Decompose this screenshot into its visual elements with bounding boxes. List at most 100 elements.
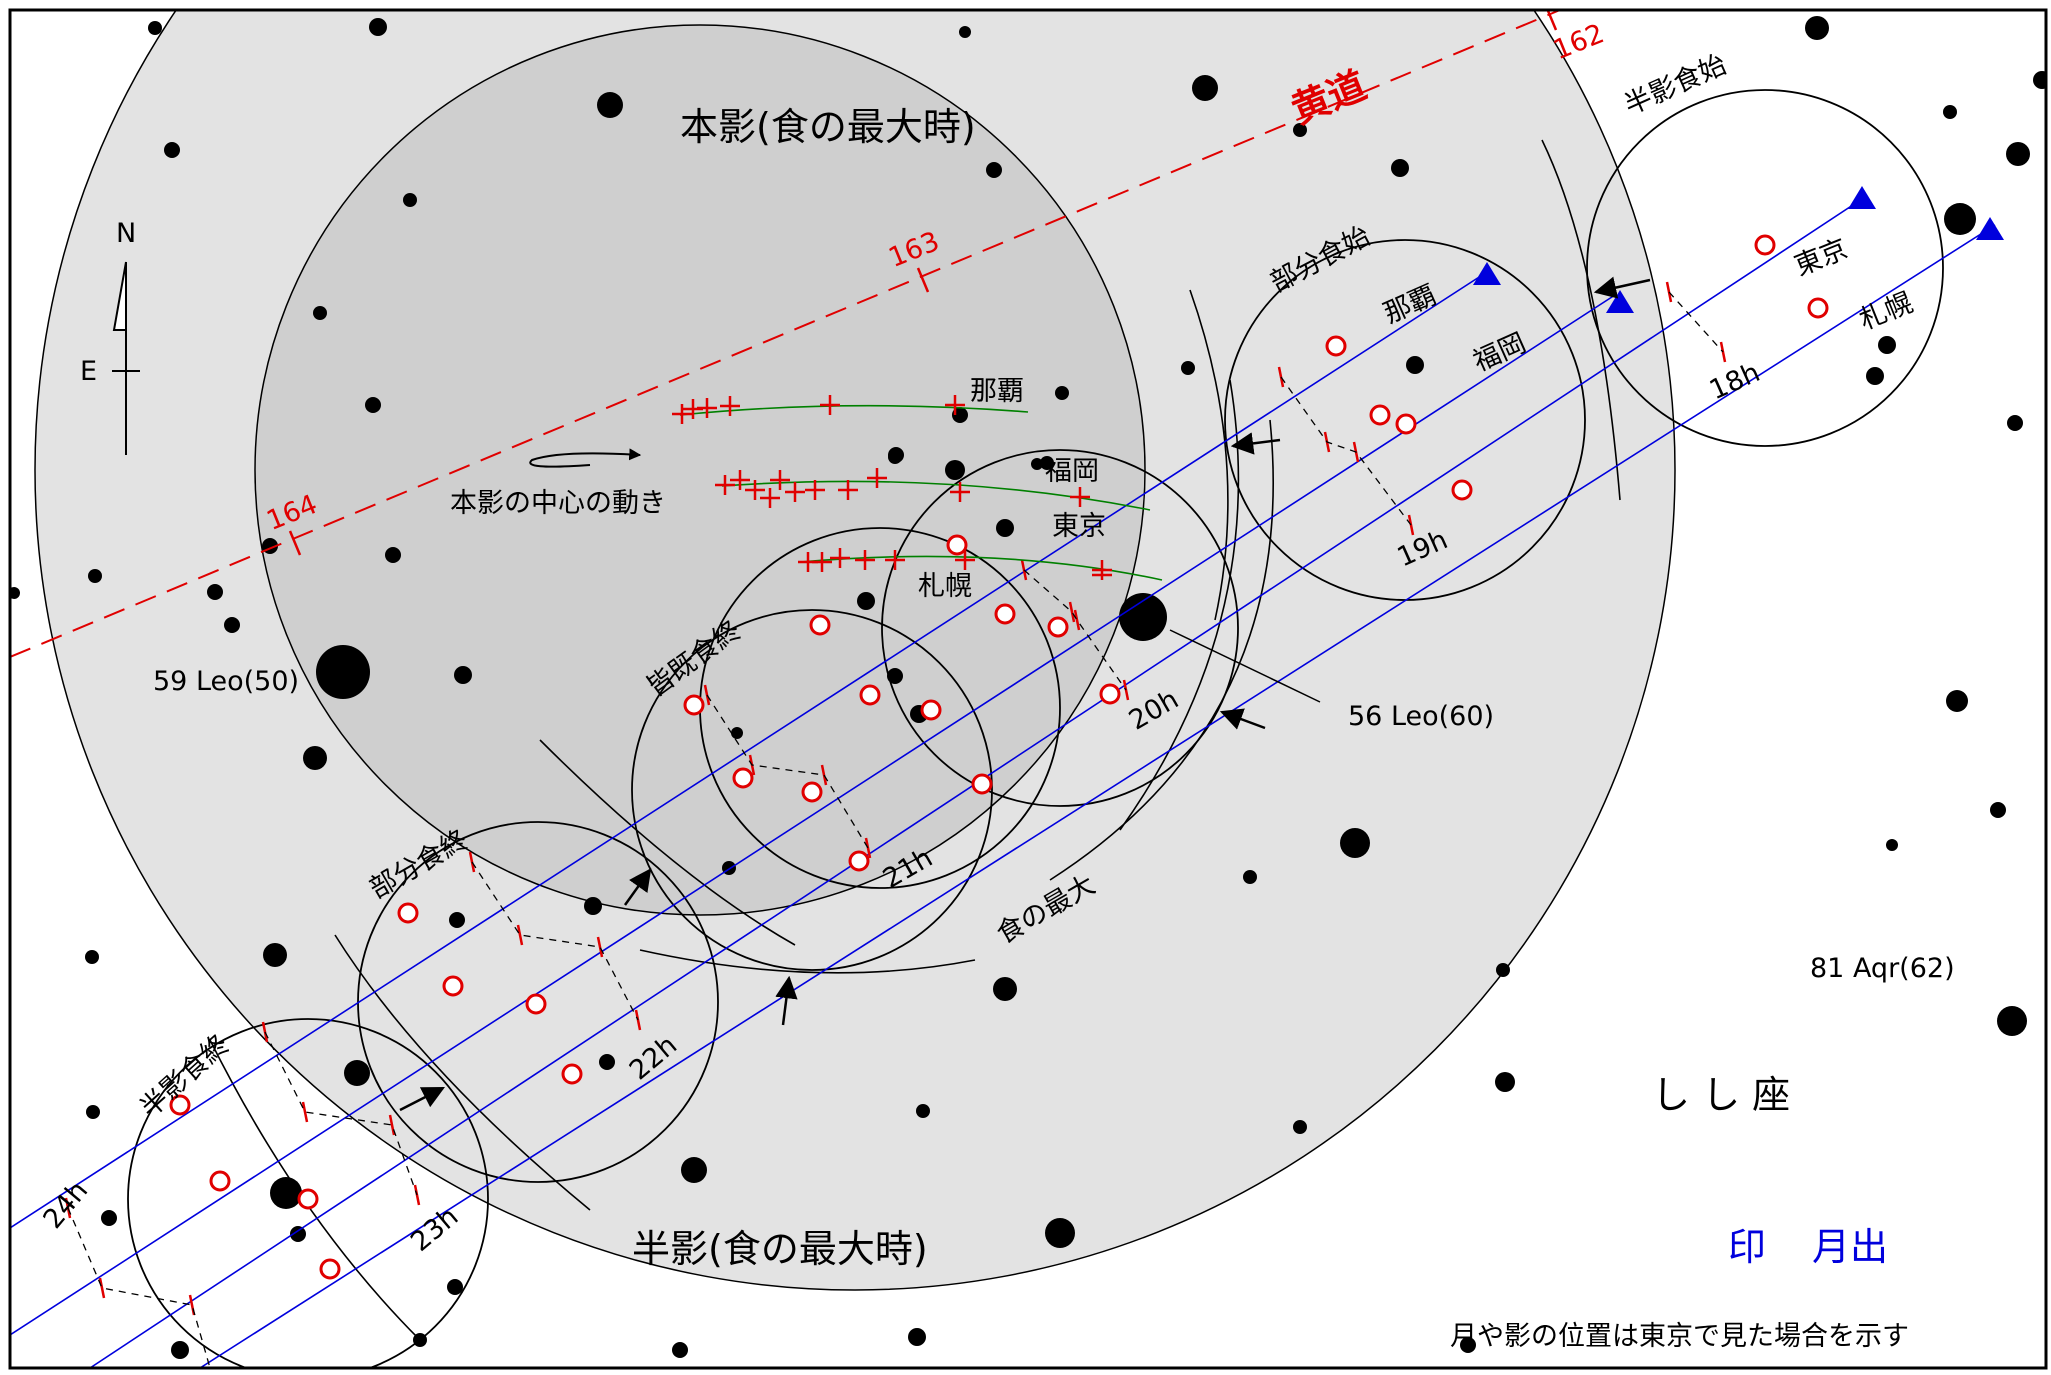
star-dot bbox=[1045, 1218, 1075, 1248]
star-dot bbox=[959, 26, 971, 38]
hour-24h: 24h bbox=[37, 1175, 94, 1234]
star-dot bbox=[449, 912, 465, 928]
ecliptic-tick-marks bbox=[288, 10, 1558, 556]
hour-18h: 18h bbox=[1705, 357, 1765, 406]
star-dot bbox=[1192, 75, 1218, 101]
star-dot bbox=[365, 397, 381, 413]
city-fukuoka-path: 福岡 bbox=[1045, 456, 1099, 487]
legend-text: 月出 bbox=[1812, 1225, 1888, 1269]
moonrise-markers bbox=[1473, 186, 2004, 313]
moon-position-markers bbox=[169, 234, 1829, 1280]
star-dot bbox=[1391, 159, 1409, 177]
star-dot bbox=[447, 1279, 463, 1295]
star-dot bbox=[597, 92, 623, 118]
star-dot bbox=[263, 943, 287, 967]
star-leo59: 59 Leo(50) bbox=[153, 666, 299, 697]
star-dot bbox=[270, 1177, 302, 1209]
city-naha-path: 那覇 bbox=[970, 376, 1024, 407]
star-dot bbox=[164, 142, 180, 158]
star-dot bbox=[1243, 870, 1257, 884]
city-sapporo-track: 札幌 bbox=[1855, 287, 1917, 336]
ecliptic-tick-162: 162 bbox=[1549, 18, 1608, 66]
star-dot bbox=[2033, 71, 2046, 89]
star-dot bbox=[1119, 593, 1167, 641]
star-dot bbox=[403, 193, 417, 207]
moon-tracks bbox=[10, 196, 1996, 1368]
star-dot bbox=[986, 162, 1002, 178]
umbra-motion-label: 本影の中心の動き bbox=[450, 488, 666, 519]
star-dot bbox=[857, 592, 875, 610]
star-dot bbox=[454, 666, 472, 684]
star-dot bbox=[313, 306, 327, 320]
constellation-label: し し 座 bbox=[1652, 1073, 1790, 1117]
star-dot bbox=[908, 1328, 926, 1346]
star-dot bbox=[945, 460, 965, 480]
star-dot bbox=[888, 450, 902, 464]
star-dot bbox=[1040, 456, 1054, 470]
star-dot bbox=[1866, 367, 1884, 385]
leo56-pointer bbox=[1169, 629, 1321, 703]
star-dot bbox=[1293, 123, 1307, 137]
star-dot bbox=[916, 1104, 930, 1118]
star-dot bbox=[85, 950, 99, 964]
star-dot bbox=[599, 1054, 615, 1070]
star-dot bbox=[344, 1060, 370, 1086]
compass-e: E bbox=[80, 356, 97, 387]
star-dot bbox=[86, 1105, 100, 1119]
chart-frame bbox=[8, 8, 2048, 1370]
background-stars bbox=[10, 16, 2046, 1359]
note-text: 月や影の位置は東京で見た場合を示す bbox=[1450, 1321, 1909, 1352]
star-dot bbox=[303, 746, 327, 770]
star-dot bbox=[584, 897, 602, 915]
star-dot bbox=[101, 1210, 117, 1226]
star-dot bbox=[290, 1226, 306, 1242]
umbra-path-ticks bbox=[672, 395, 1112, 580]
star-dot bbox=[224, 617, 240, 633]
star-dot bbox=[1340, 828, 1370, 858]
ecliptic-line bbox=[10, 10, 1561, 658]
star-dot bbox=[1990, 802, 2006, 818]
legend-mark: 印 bbox=[1728, 1225, 1766, 1269]
penumbral-start-label: 半影食始 bbox=[1620, 49, 1731, 121]
city-sapporo-path: 札幌 bbox=[918, 571, 972, 602]
star-dot bbox=[10, 587, 20, 599]
contact-arrows bbox=[399, 276, 1651, 1112]
star-dot bbox=[1946, 690, 1968, 712]
umbra-label: 本影(食の最大時) bbox=[680, 105, 976, 149]
star-dot bbox=[1496, 963, 1510, 977]
star-dot bbox=[993, 977, 1017, 1001]
star-dot bbox=[1031, 458, 1043, 470]
star-dot bbox=[1997, 1006, 2027, 1036]
star-dot bbox=[1460, 1337, 1476, 1353]
star-dot bbox=[1886, 839, 1898, 851]
compass-n: N bbox=[116, 218, 136, 249]
star-dot bbox=[385, 547, 401, 563]
umbra-center-paths bbox=[679, 404, 1163, 581]
star-dot bbox=[1406, 356, 1424, 374]
penumbra-label: 半影(食の最大時) bbox=[632, 1227, 928, 1271]
hour-connectors bbox=[67, 291, 1724, 1368]
star-dot bbox=[2007, 415, 2023, 431]
star-dot bbox=[1495, 1072, 1515, 1092]
umbra-disk bbox=[254, 24, 1146, 916]
star-dot bbox=[1181, 361, 1195, 375]
star-dot bbox=[369, 18, 387, 36]
star-dot bbox=[1944, 203, 1976, 235]
star-dot bbox=[996, 519, 1014, 537]
star-dot bbox=[1293, 1120, 1307, 1134]
star-dot bbox=[171, 1341, 189, 1359]
umbra-motion-arrow bbox=[529, 448, 642, 468]
hour-23h: 23h bbox=[405, 1201, 464, 1258]
star-dot bbox=[672, 1342, 688, 1358]
star-dot bbox=[148, 21, 162, 35]
star-dot bbox=[1943, 105, 1957, 119]
star-dot bbox=[316, 645, 370, 699]
city-tokyo-path: 東京 bbox=[1052, 511, 1106, 542]
star-dot bbox=[731, 727, 743, 739]
moon-circles bbox=[127, 89, 1944, 1368]
star-dot bbox=[887, 668, 903, 684]
star-dot bbox=[1805, 16, 1829, 40]
star-dot bbox=[88, 569, 102, 583]
